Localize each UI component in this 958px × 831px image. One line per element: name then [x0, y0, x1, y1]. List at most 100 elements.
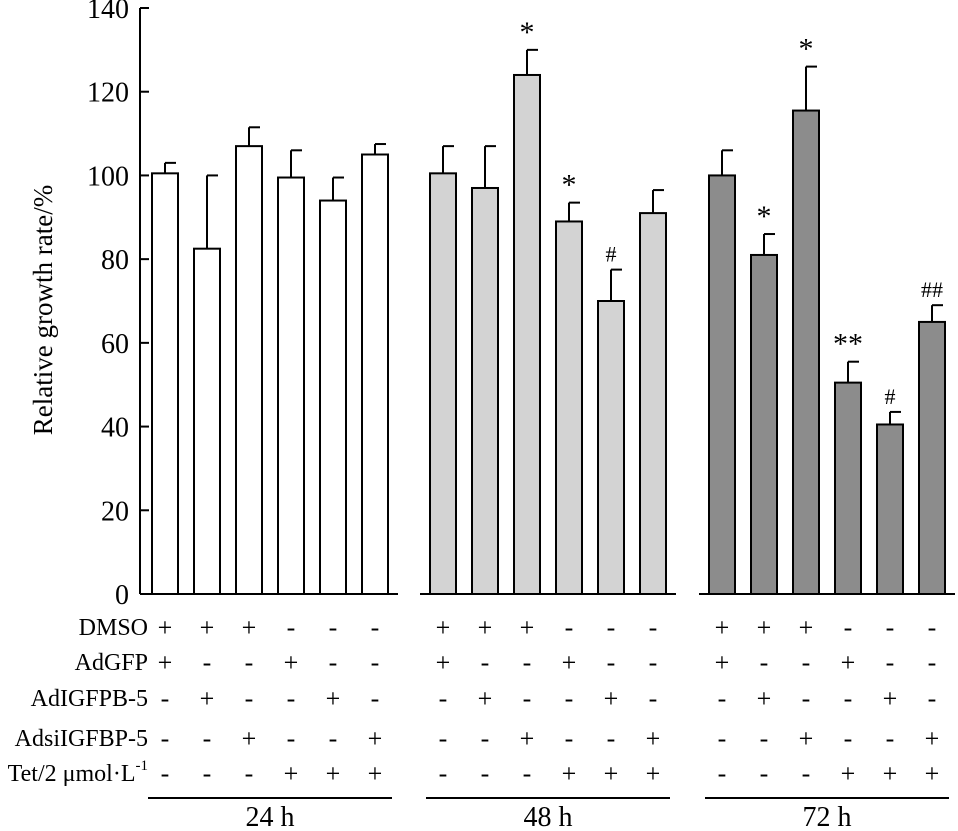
treatment-sign: -: [439, 724, 448, 753]
treatment-label: AdIGFPB-5: [31, 686, 148, 712]
treatment-sign: +: [520, 613, 535, 642]
treatment-sign: -: [203, 724, 212, 753]
treatment-sign: +: [646, 724, 661, 753]
y-tick-label: 20: [101, 496, 129, 527]
treatment-label: DMSO: [79, 615, 148, 641]
treatment-sign: -: [886, 724, 895, 753]
significance-mark: *: [799, 33, 814, 66]
treatment-sign: +: [368, 759, 383, 788]
treatment-sign: -: [161, 759, 170, 788]
treatment-sign: +: [436, 613, 451, 642]
bar: [555, 220, 583, 595]
significance-mark: #: [885, 384, 896, 409]
treatment-sign: -: [607, 613, 616, 642]
treatment-sign: -: [371, 684, 380, 713]
significance-mark: #: [606, 242, 617, 267]
significance-mark: *: [757, 200, 772, 233]
bar: [513, 73, 541, 595]
treatment-sign: +: [242, 724, 257, 753]
treatment-sign: -: [649, 648, 658, 677]
treatment-sign: +: [478, 684, 493, 713]
treatment-sign: -: [802, 648, 811, 677]
treatment-sign: -: [161, 724, 170, 753]
treatment-sign: +: [757, 684, 772, 713]
treatment-sign: -: [481, 759, 490, 788]
treatment-sign: -: [607, 724, 616, 753]
bar: [319, 199, 347, 596]
y-tick-label: 140: [87, 0, 129, 25]
bar: [429, 172, 457, 595]
treatment-sign: -: [928, 648, 937, 677]
treatment-sign: -: [649, 613, 658, 642]
treatment-sign: +: [436, 648, 451, 677]
treatment-sign: +: [925, 724, 940, 753]
treatment-sign: -: [287, 684, 296, 713]
treatment-sign: -: [329, 613, 338, 642]
treatment-sign: +: [200, 613, 215, 642]
treatment-sign: -: [329, 648, 338, 677]
treatment-sign: +: [158, 613, 173, 642]
treatment-sign: -: [886, 648, 895, 677]
treatment-sign: +: [200, 684, 215, 713]
treatment-sign: -: [607, 648, 616, 677]
treatment-sign: +: [326, 759, 341, 788]
y-axis: 0 20 40 60 80 100 120 140: [87, 0, 149, 611]
bars: **#****###: [142, 16, 955, 596]
treatment-sign: -: [481, 724, 490, 753]
treatment-sign: +: [841, 648, 856, 677]
treatment-sign: +: [604, 684, 619, 713]
treatment-sign: +: [925, 759, 940, 788]
treatment-sign: +: [715, 613, 730, 642]
y-tick-label: 100: [87, 161, 129, 192]
treatment-sign: +: [242, 613, 257, 642]
treatment-sign: +: [757, 613, 772, 642]
treatment-sign: -: [760, 759, 769, 788]
bar: [708, 174, 736, 596]
bar: [277, 176, 305, 595]
treatment-sign: -: [565, 684, 574, 713]
treatment-sign: +: [284, 759, 299, 788]
treatment-sign: +: [284, 648, 299, 677]
treatment-sign: -: [802, 684, 811, 713]
treatment-sign: -: [886, 613, 895, 642]
treatment-label: AdGFP: [75, 650, 148, 676]
y-tick-label: 0: [115, 580, 129, 611]
group-label: 72 h: [803, 802, 852, 831]
treatment-sign: -: [287, 613, 296, 642]
significance-mark: **: [833, 328, 863, 361]
group-label: 24 h: [246, 802, 295, 831]
treatment-sign: -: [371, 648, 380, 677]
treatment-sign: -: [928, 613, 937, 642]
treatment-sign: -: [371, 613, 380, 642]
treatment-sign: -: [245, 759, 254, 788]
treatment-sign: -: [245, 648, 254, 677]
treatment-sign: -: [329, 724, 338, 753]
treatment-sign: -: [287, 724, 296, 753]
bar: [750, 253, 778, 595]
treatment-sign: -: [844, 613, 853, 642]
treatment-sign: +: [478, 613, 493, 642]
treatment-sign: +: [646, 759, 661, 788]
treatment-sign: -: [245, 684, 254, 713]
treatment-sign: -: [439, 684, 448, 713]
treatment-sign: -: [523, 684, 532, 713]
treatment-sign: -: [161, 684, 170, 713]
treatment-sign: -: [481, 648, 490, 677]
treatment-sign: +: [562, 759, 577, 788]
treatment-sign: -: [439, 759, 448, 788]
treatment-sign: +: [883, 759, 898, 788]
treatment-sign: -: [718, 759, 727, 788]
bar: [834, 381, 862, 595]
group-label: 48 h: [524, 802, 573, 831]
treatment-sign: -: [649, 684, 658, 713]
treatment-sign: -: [760, 724, 769, 753]
significance-mark: ##: [921, 277, 943, 302]
treatment-sign: +: [799, 724, 814, 753]
treatment-sign: +: [562, 648, 577, 677]
bar: [792, 109, 820, 596]
treatment-sign: +: [326, 684, 341, 713]
treatment-sign: -: [565, 613, 574, 642]
treatment-sign: +: [883, 684, 898, 713]
y-axis-label: Relative growth rate/%: [28, 185, 58, 435]
